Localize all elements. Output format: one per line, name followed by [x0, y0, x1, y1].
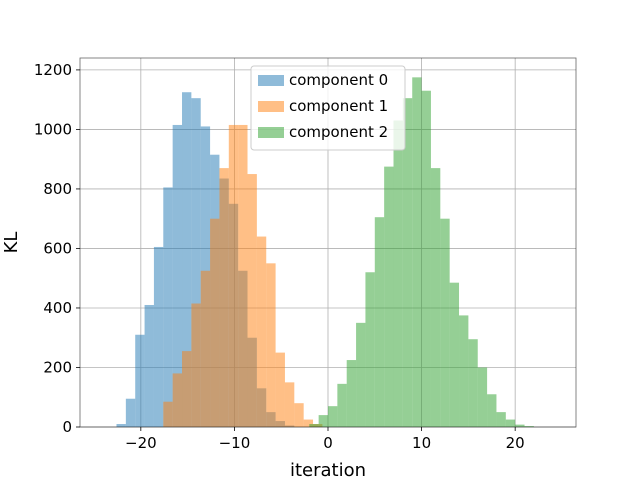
histogram-bar [191, 98, 201, 427]
x-axis-ticks: −20 −10 0 10 20 [125, 427, 525, 452]
histogram-bar [402, 98, 413, 427]
histogram-bar [219, 168, 229, 427]
histogram-bar [459, 315, 469, 427]
legend-swatch [258, 101, 284, 112]
legend-label: component 1 [289, 97, 388, 115]
histogram-bar [228, 124, 239, 428]
histogram-bar [318, 415, 328, 427]
legend-swatch [258, 127, 284, 138]
histogram-bar [393, 120, 403, 427]
histogram-bar [430, 168, 441, 427]
histogram-bar [247, 174, 257, 427]
histogram-bar [200, 270, 211, 427]
histogram-bar [505, 419, 516, 427]
histogram-bar [412, 77, 422, 427]
histogram-bar [135, 334, 145, 427]
y-tick-label: 1200 [34, 61, 72, 79]
histogram-bar [384, 166, 394, 427]
histogram-bar [116, 424, 126, 427]
histogram-bar [238, 124, 248, 428]
x-axis-label: iteration [290, 460, 366, 480]
histogram-bar [210, 218, 220, 427]
legend: component 0 component 1 component 2 [250, 65, 406, 151]
x-tick-label: −10 [219, 434, 251, 452]
histogram-bar [477, 367, 488, 427]
histogram-bar [144, 304, 154, 427]
histogram-bar [440, 218, 450, 427]
x-tick-label: 0 [323, 434, 333, 452]
y-axis-label: KL [1, 232, 22, 254]
histogram-bar [172, 124, 183, 428]
histogram-bar [303, 419, 314, 427]
histogram-bar [172, 373, 183, 427]
series-2-bars [309, 77, 534, 427]
y-axis-ticks: 0 200 400 600 800 1000 1200 [34, 61, 80, 436]
histogram-bars [116, 77, 534, 428]
histogram-bar [468, 339, 478, 427]
histogram-bar [337, 383, 347, 427]
histogram-bar [125, 398, 136, 427]
x-tick-label: 20 [506, 434, 525, 452]
histogram-bar [256, 236, 267, 427]
histogram-bar [524, 426, 534, 427]
histogram-bar [266, 263, 276, 427]
y-tick-label: 0 [62, 418, 72, 436]
y-tick-label: 400 [43, 299, 72, 317]
histogram-bar [182, 92, 192, 427]
histogram-bar [374, 217, 385, 427]
y-tick-label: 600 [43, 239, 72, 257]
histogram-bar [328, 406, 338, 427]
histogram-bar [515, 424, 525, 427]
y-tick-label: 1000 [34, 120, 72, 138]
series-1-bars [163, 124, 323, 428]
histogram-bar [365, 272, 375, 427]
legend-label: component 0 [289, 71, 388, 89]
histogram-bar [346, 360, 357, 427]
histogram-bar [294, 403, 304, 427]
histogram-bar [309, 424, 319, 427]
legend-box [250, 65, 406, 151]
histogram-bar [163, 401, 173, 427]
histogram-bar [449, 282, 460, 427]
histogram-bar [284, 382, 295, 427]
histogram-bar [487, 394, 497, 427]
histogram-bar [496, 412, 506, 427]
histogram-bar [421, 90, 431, 427]
y-tick-label: 200 [43, 358, 72, 376]
histogram-bar [356, 322, 366, 427]
histogram-bar [182, 351, 192, 427]
legend-swatch [258, 75, 284, 86]
y-tick-label: 800 [43, 180, 72, 198]
x-tick-label: 10 [412, 434, 431, 452]
histogram-bar [153, 246, 164, 427]
x-tick-label: −20 [125, 434, 157, 452]
legend-label: component 2 [289, 123, 388, 141]
histogram-bar [275, 352, 285, 427]
histogram-bar [191, 303, 201, 427]
histogram-bar [163, 187, 173, 427]
